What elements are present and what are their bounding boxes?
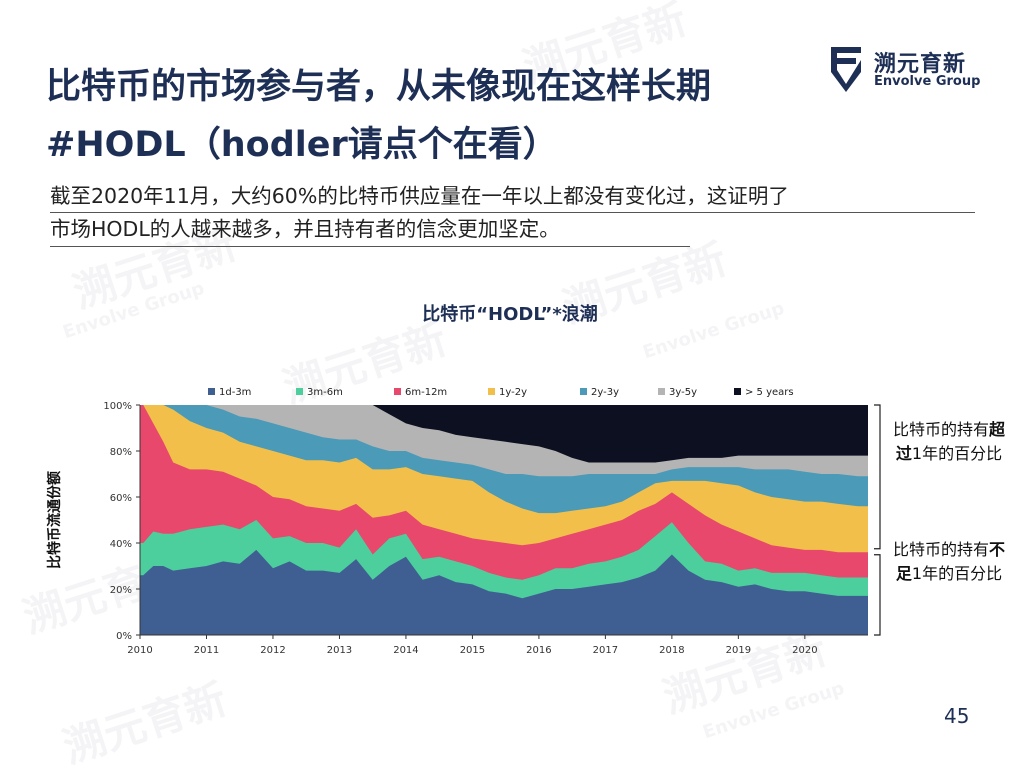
x-tick-label: 2012 bbox=[260, 645, 285, 656]
subtitle-underline bbox=[50, 246, 690, 247]
chart-title: 比特币“HODL”*浪潮 bbox=[422, 304, 598, 325]
hodl-wave-chart: 0% 20% 40% 60% 80% 100% 2010 2011 2012 2013 2014 20… bbox=[103, 387, 881, 656]
y-tick-label: 20% bbox=[110, 585, 132, 596]
area-series-1d-3m bbox=[140, 549, 868, 635]
y-tick-label: 0% bbox=[116, 631, 132, 642]
x-tick-label: 2013 bbox=[327, 645, 352, 656]
y-tick-label: 60% bbox=[110, 493, 132, 504]
x-tick-label: 2018 bbox=[659, 645, 684, 656]
y-tick-label: 80% bbox=[110, 447, 132, 458]
legend-swatch bbox=[296, 388, 303, 395]
page-number: 45 bbox=[944, 704, 970, 728]
legend-label: 6m-12m bbox=[405, 387, 447, 398]
x-tick-label: 2014 bbox=[393, 645, 418, 656]
annotation-under-1y: 比特币的持有不足1年的百分比 bbox=[890, 538, 1008, 586]
legend-label: > 5 years bbox=[745, 387, 794, 398]
legend-label: 3m-6m bbox=[307, 387, 343, 398]
logo-name-cn: 溯元育新 bbox=[874, 52, 967, 77]
subtitle-line: 市场HODL的人越来越多，并且持有者的信念更加坚定。 bbox=[50, 217, 560, 241]
legend-label: 3y-5y bbox=[669, 387, 697, 398]
legend-swatch bbox=[580, 388, 587, 395]
legend-swatch bbox=[488, 388, 495, 395]
x-tick-label: 2017 bbox=[593, 645, 618, 656]
watermark: 溯元育新 bbox=[57, 674, 233, 773]
annotation-emphasis: 不足 bbox=[895, 540, 1006, 583]
x-tick-label: 2015 bbox=[460, 645, 485, 656]
x-tick-label: 2019 bbox=[726, 645, 751, 656]
y-tick-label: 100% bbox=[103, 401, 132, 412]
brace-bracket bbox=[874, 554, 881, 636]
slide-title: 比特币的市场参与者，从未像现在这样长期#HODL（hodler请点个在看） bbox=[46, 67, 712, 165]
legend-label: 1d-3m bbox=[219, 387, 251, 398]
subtitle-underline bbox=[50, 212, 975, 213]
legend-label: 1y-2y bbox=[499, 387, 527, 398]
subtitle: 截至2020年11月，大约60%的比特币供应量在一年以上都没有变化过，这证明了 … bbox=[50, 180, 980, 247]
x-tick-label: 2016 bbox=[526, 645, 551, 656]
legend-swatch bbox=[658, 388, 665, 395]
legend-swatch bbox=[394, 388, 401, 395]
legend-swatch bbox=[734, 388, 741, 395]
x-tick-label: 2020 bbox=[792, 645, 817, 656]
x-tick-label: 2011 bbox=[194, 645, 219, 656]
logo: 溯元育新 Envolve Group bbox=[828, 44, 988, 96]
logo-name-en: Envolve Group bbox=[874, 74, 981, 89]
annotation-emphasis: 超过 bbox=[895, 420, 1006, 463]
legend-label: 2y-3y bbox=[591, 387, 619, 398]
brace-bracket bbox=[874, 404, 881, 550]
legend-swatch bbox=[208, 388, 215, 395]
annotation-text: 比特币的持有 bbox=[892, 420, 989, 439]
subtitle-line: 截至2020年11月，大约60%的比特币供应量在一年以上都没有变化过，这证明了 bbox=[50, 184, 789, 208]
x-tick-label: 2010 bbox=[127, 645, 152, 656]
annotation-over-1y: 比特币的持有超过1年的百分比 bbox=[890, 418, 1008, 466]
annotation-text: 比特币的持有 bbox=[892, 540, 989, 559]
annotation-text: 1年的百分比 bbox=[911, 564, 1003, 583]
logo-mark-icon bbox=[831, 47, 861, 92]
y-tick-label: 40% bbox=[110, 539, 132, 550]
annotation-text: 1年的百分比 bbox=[911, 444, 1003, 463]
